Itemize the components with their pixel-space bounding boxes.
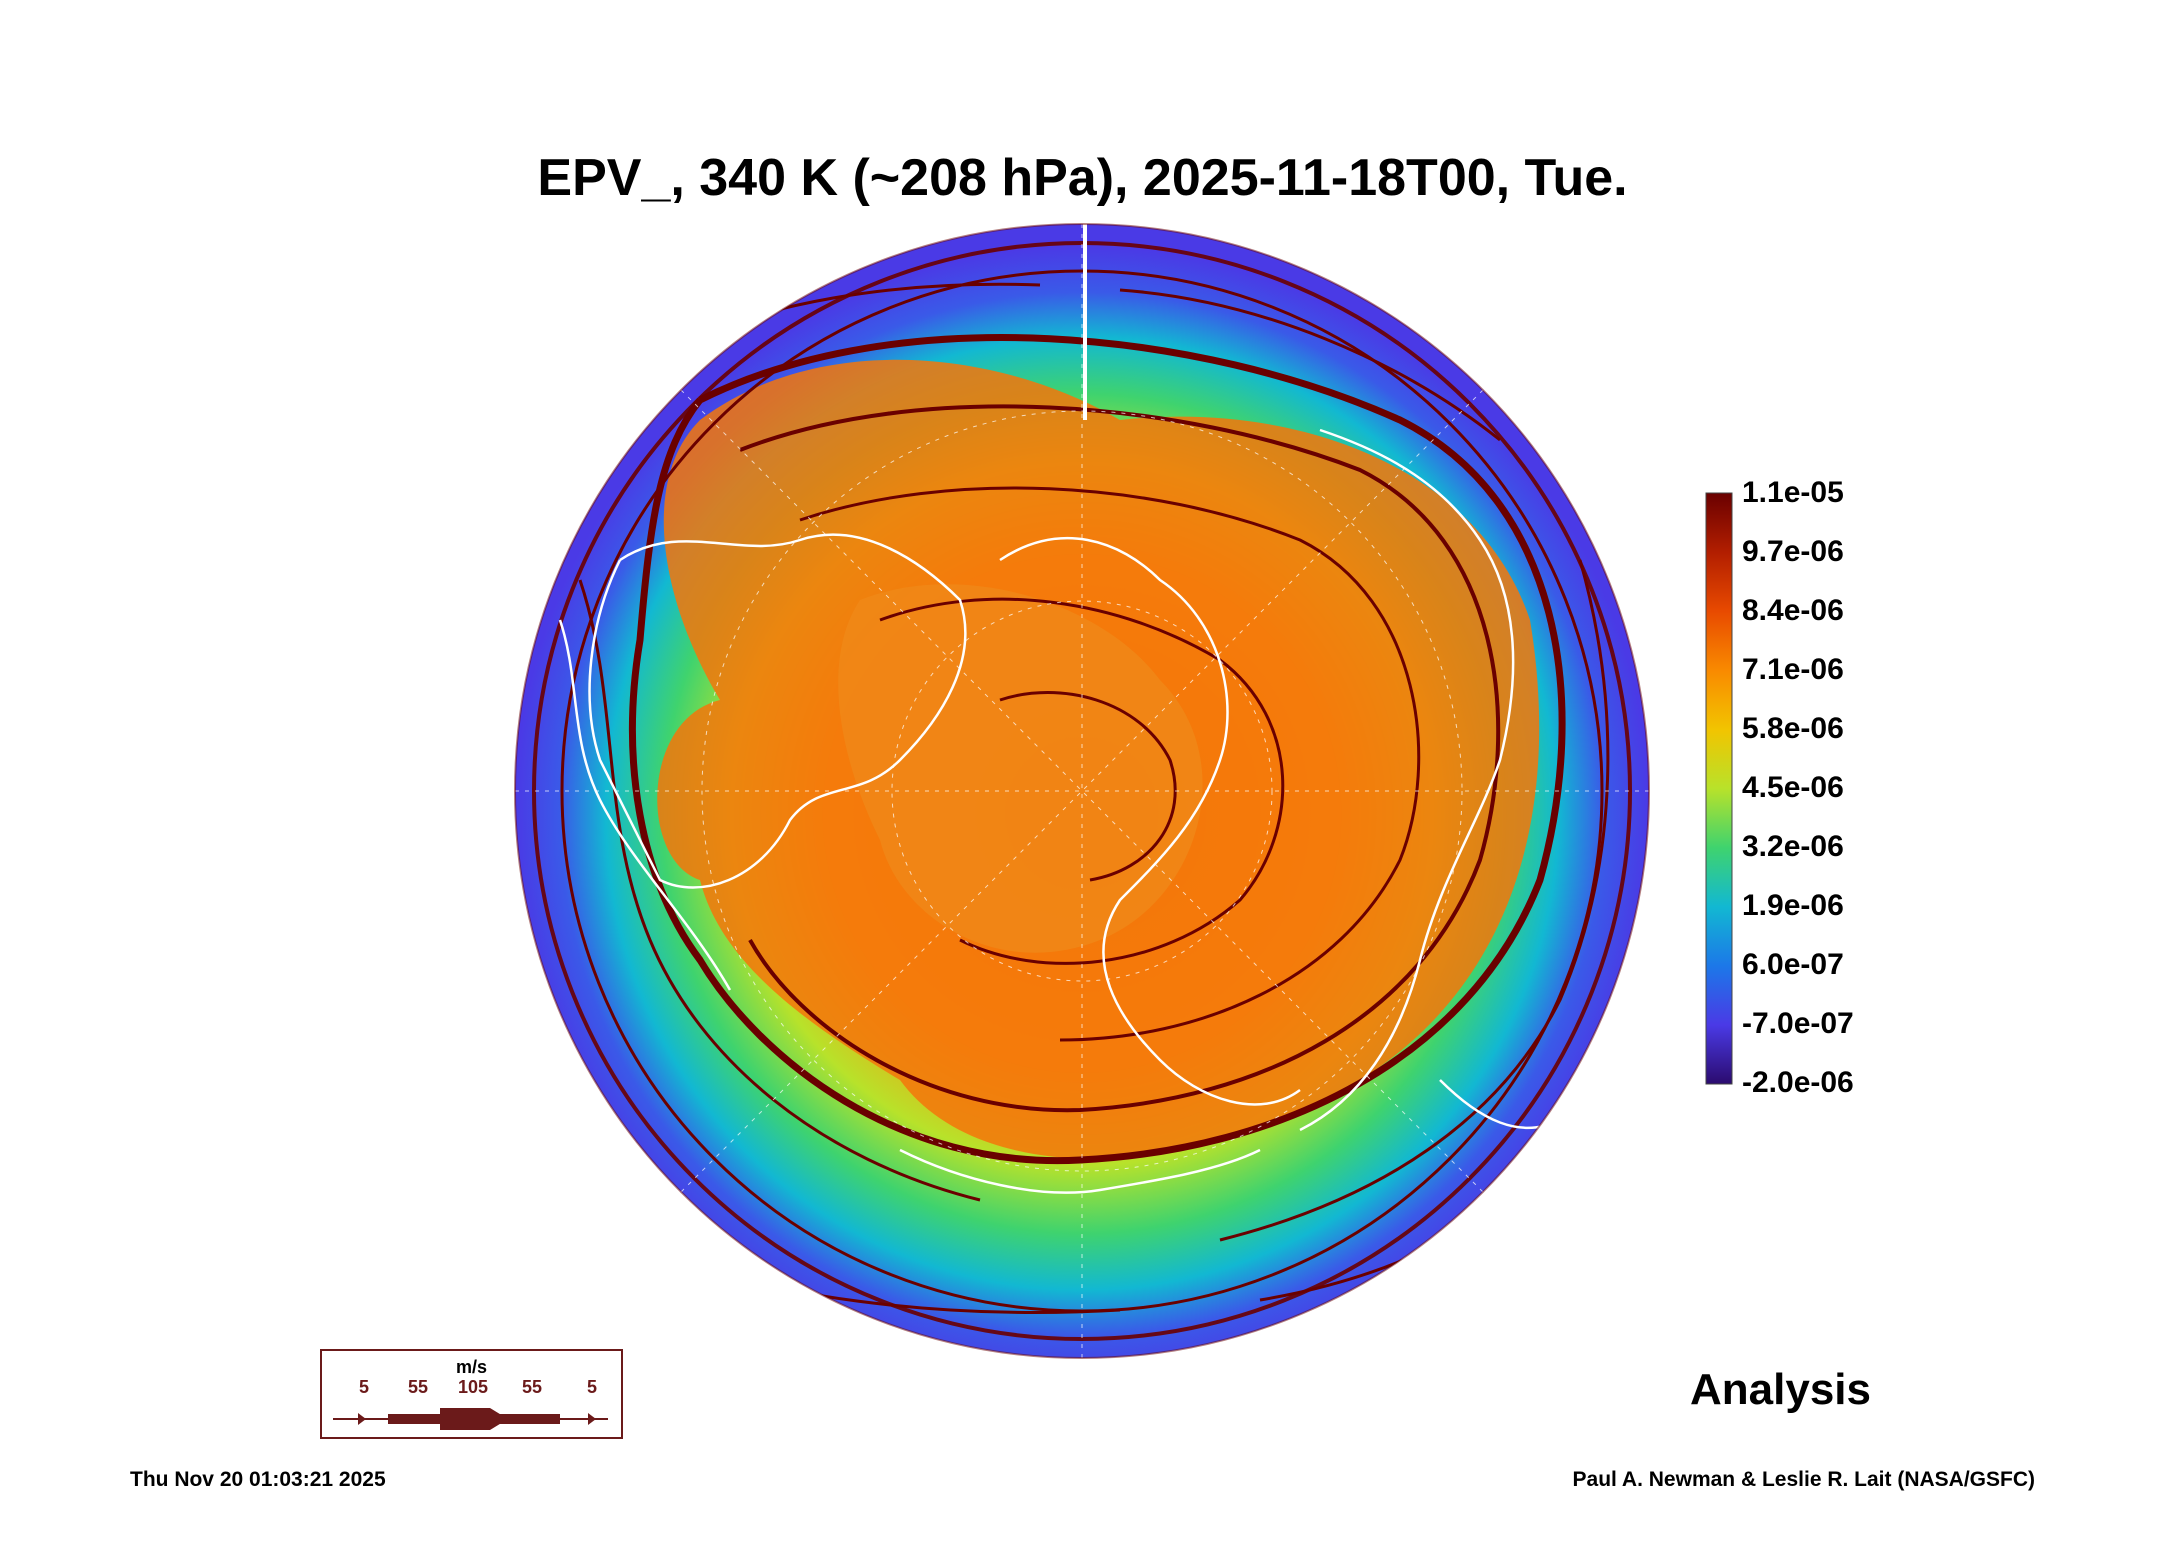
analysis-label: Analysis [1690,1365,1871,1414]
wind-legend-speed: 55 [521,1377,543,1397]
colorbar-label: 4.5e-06 [1742,771,1844,804]
colorbar-label: 6.0e-07 [1742,948,1844,981]
timestamp: Thu Nov 20 01:03:21 2025 [130,1468,386,1491]
colorbar [1705,492,1733,1085]
colorbar-label: 1.1e-05 [1742,476,1844,509]
plot-title: EPV_, 340 K (~208 hPa), 2025-11-18T00, T… [537,149,1628,207]
wind-legend-unit: m/s [455,1357,488,1377]
wind-legend-speed: 5 [358,1377,370,1397]
wind-streamlines [532,241,1632,1341]
graticule [515,224,1649,1358]
colorbar-label: 9.7e-06 [1742,535,1844,568]
colorbar-label: -7.0e-07 [1742,1007,1854,1040]
colorbar-label: 3.2e-06 [1742,830,1844,863]
wind-legend-arrow [333,1408,608,1430]
colorbar-label: -2.0e-06 [1742,1066,1854,1099]
wind-legend-speed: 105 [457,1377,489,1397]
credits: Paul A. Newman & Leslie R. Lait (NASA/GS… [1572,1468,2035,1491]
wind-legend-speed: 55 [407,1377,429,1397]
colorbar-label: 5.8e-06 [1742,712,1844,745]
colorbar-label: 7.1e-06 [1742,653,1844,686]
coastlines [558,428,1561,1194]
wind-legend: m/s 5 55 105 55 5 [320,1349,623,1439]
colorbar-label: 8.4e-06 [1742,594,1844,627]
wind-legend-speed: 5 [586,1377,598,1397]
colorbar-label: 1.9e-06 [1742,889,1844,922]
